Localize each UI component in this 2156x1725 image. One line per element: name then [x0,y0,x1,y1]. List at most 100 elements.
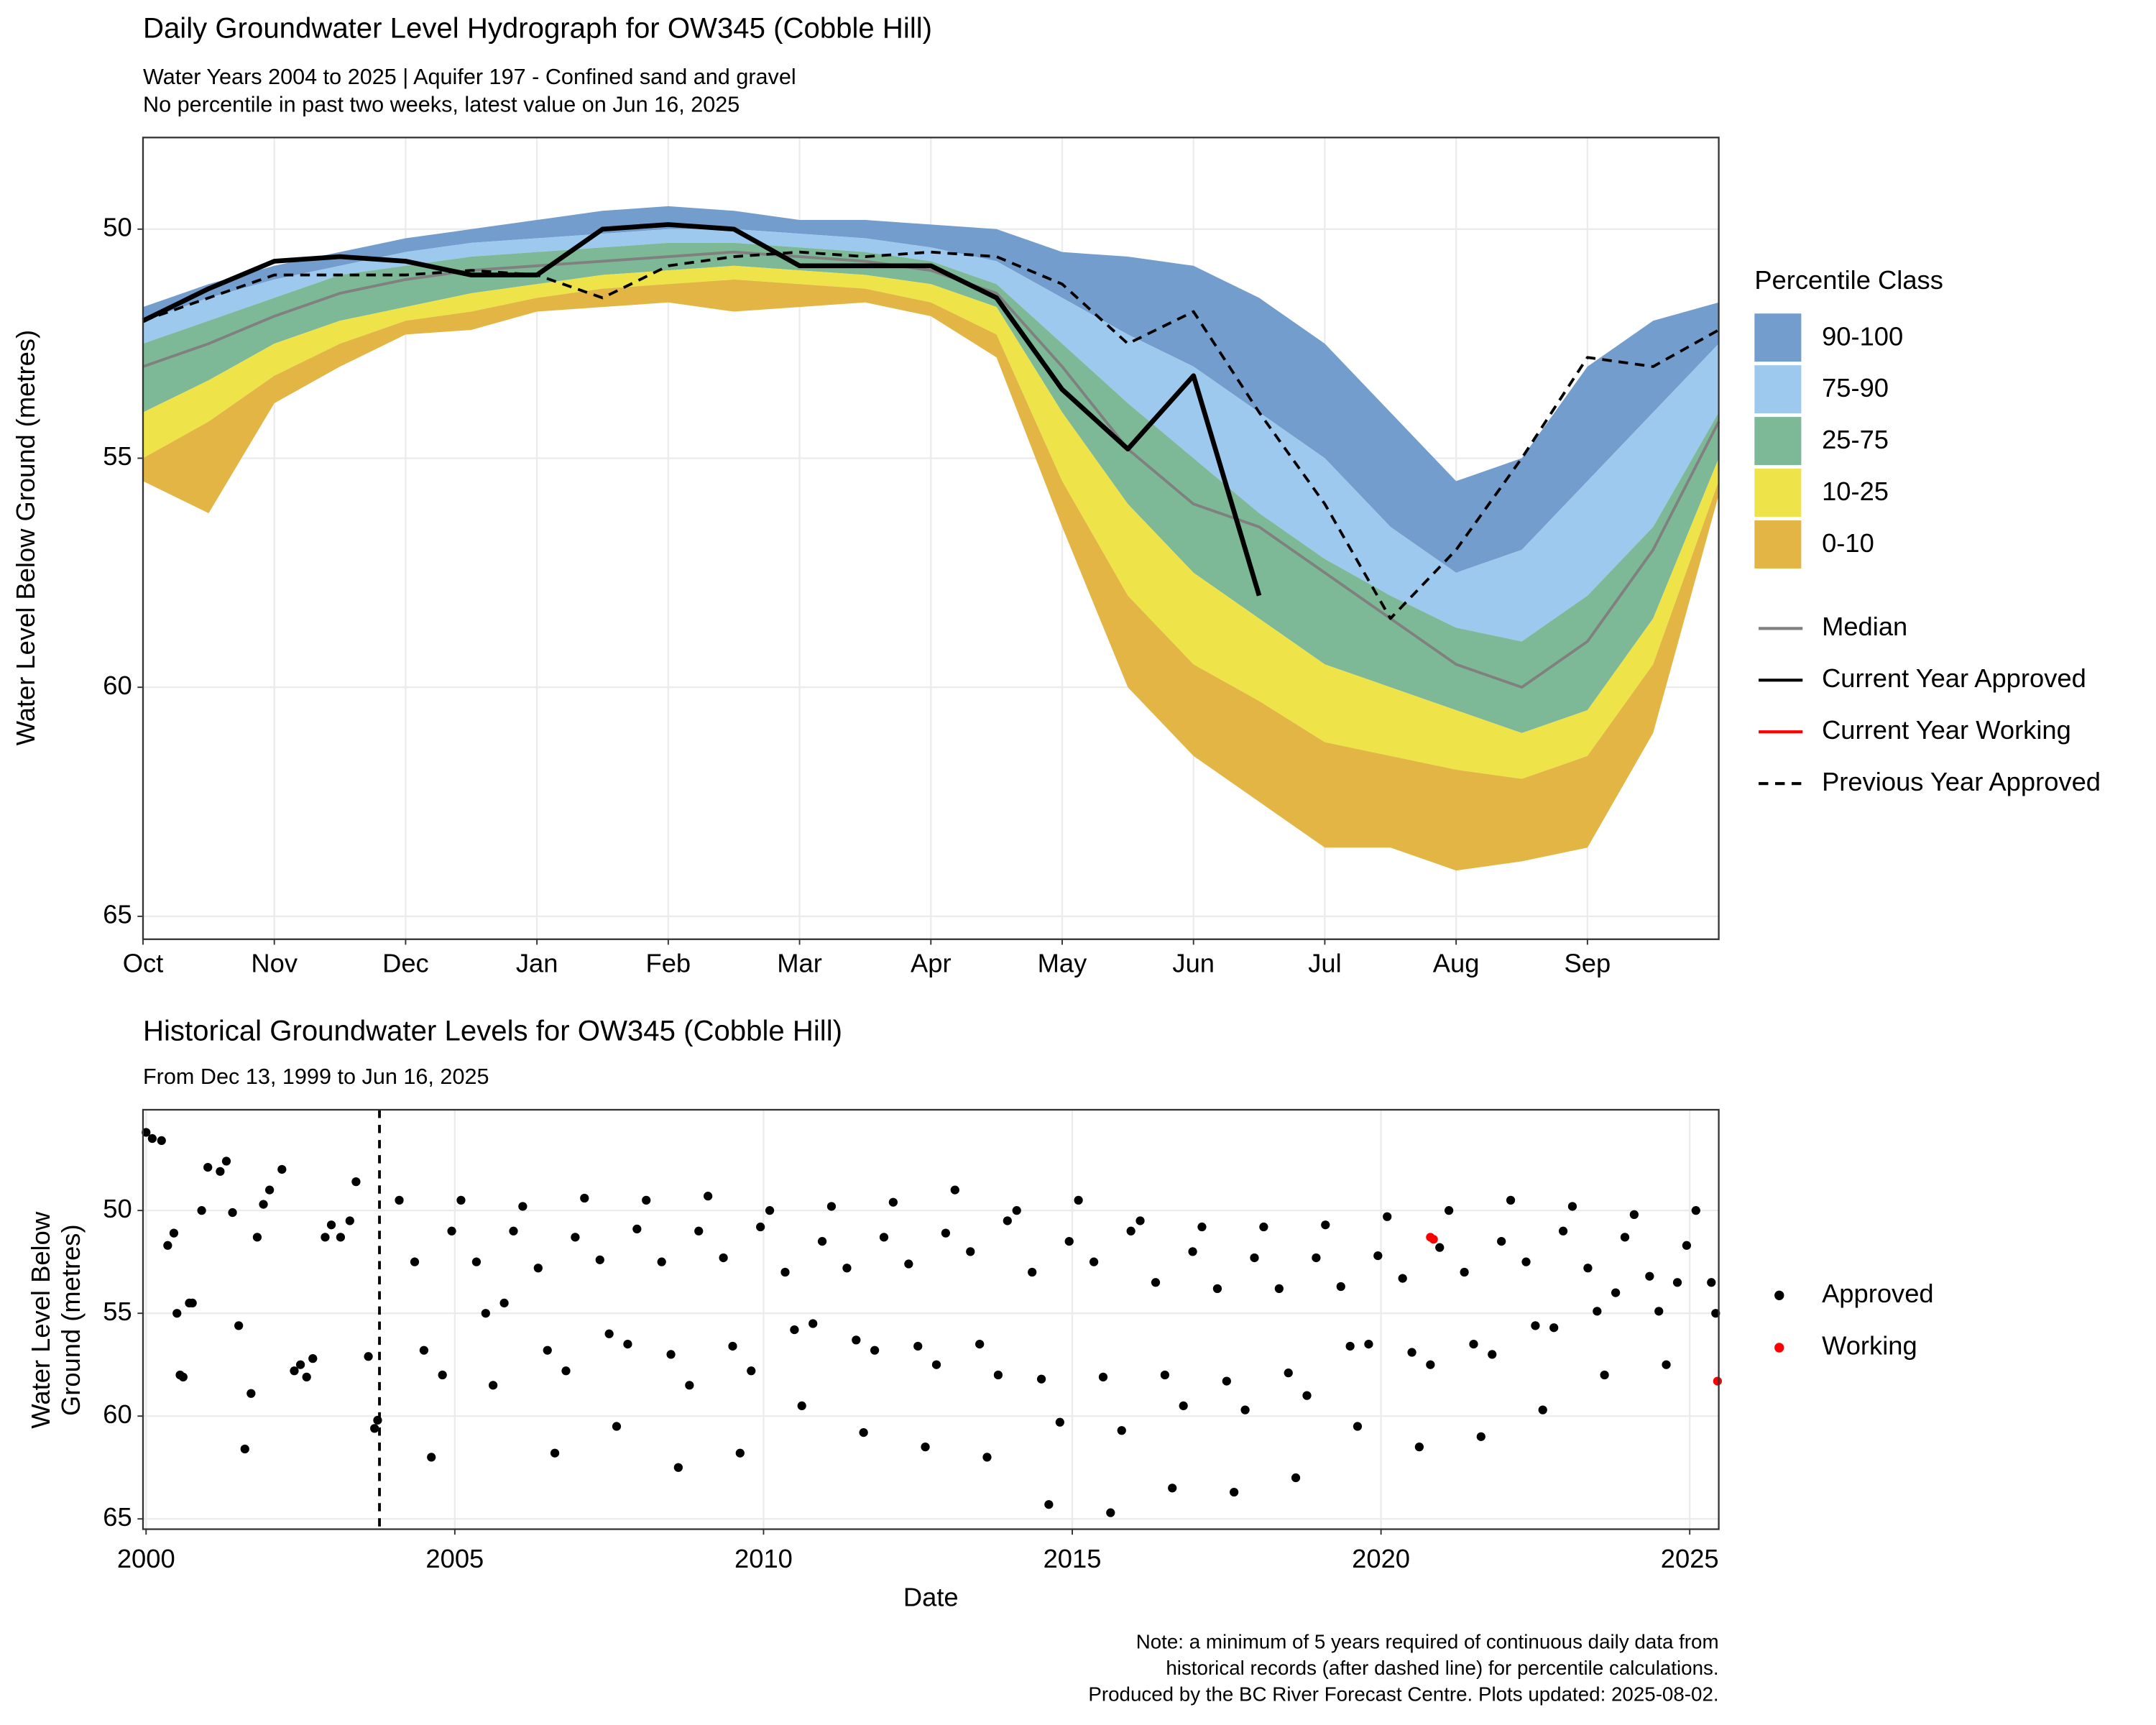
x-tick-label: Jul [1308,949,1341,978]
legend-swatch [1754,313,1802,362]
data-point [842,1264,852,1273]
plot-border [142,1108,1720,1530]
plot-border [142,137,1720,940]
data-point [147,1133,157,1144]
data-point [931,1360,941,1369]
data-point [1055,1417,1064,1427]
legend-swatch [1754,469,1802,518]
data-point [252,1233,262,1242]
data-point [221,1156,231,1166]
data-point [673,1463,683,1472]
data-point [489,1381,498,1390]
legend-label: 10-25 [1822,477,1889,506]
x-tick-label: 2020 [1352,1544,1410,1573]
chart-subtitle: From Dec 13, 1999 to Jun 16, 2025 [143,1064,489,1089]
data-point [1353,1422,1363,1431]
legend-swatch [1754,520,1802,569]
chart-subtitle: No percentile in past two weeks, latest … [143,92,740,116]
data-point [1028,1267,1037,1277]
legend-label: 0-10 [1822,528,1874,558]
data-point [1521,1257,1531,1266]
data-point [1429,1235,1438,1244]
data-point [1188,1247,1197,1256]
data-point [499,1298,509,1308]
legend-label: Current Year Approved [1822,663,2086,693]
data-point [1179,1401,1188,1411]
x-tick-label: Oct [123,949,164,978]
data-point [228,1208,237,1218]
y-tick-label: 65 [103,1502,132,1532]
data-point [302,1372,311,1381]
data-point [169,1228,179,1238]
data-point [612,1422,622,1431]
data-point [178,1372,188,1381]
data-point [447,1226,456,1236]
legend-marker [1774,1343,1784,1353]
data-point [595,1255,604,1264]
data-point [642,1195,651,1205]
data-point [1383,1212,1392,1221]
x-tick-label: Apr [911,949,952,978]
legend-label: 75-90 [1822,373,1889,402]
data-point [336,1233,346,1242]
legend-label: Previous Year Approved [1822,767,2101,796]
y-tick-label: 60 [103,1399,132,1429]
data-point [1445,1206,1454,1215]
legend-label: Working [1822,1331,1917,1361]
data-point [735,1448,745,1458]
x-tick-label: May [1038,949,1087,978]
x-tick-label: Nov [251,949,298,978]
data-point [694,1226,704,1236]
series-line [142,222,1262,597]
data-point [571,1233,580,1242]
data-point [1250,1253,1259,1263]
data-point [345,1216,354,1225]
data-point [481,1309,490,1318]
data-point [1583,1264,1593,1273]
data-point [1321,1220,1330,1230]
data-point [427,1453,436,1462]
data-point [1593,1307,1602,1316]
legend-marker [1774,1290,1784,1300]
data-point [719,1253,728,1263]
data-point [1036,1374,1046,1384]
data-point [172,1309,182,1318]
legend-title: Percentile Class [1754,265,1943,295]
data-point [509,1226,518,1236]
data-point [1274,1284,1284,1293]
data-point [259,1200,268,1209]
data-point [666,1350,676,1359]
data-point [1230,1487,1239,1497]
series-line [142,250,1720,689]
data-point [308,1354,318,1363]
data-point [1126,1226,1135,1236]
percentile-band [142,265,1719,779]
data-point [870,1346,880,1355]
data-point [993,1370,1003,1380]
data-point [1364,1339,1373,1349]
data-point [879,1233,889,1242]
x-tick-label: Jan [516,949,558,978]
data-point [1312,1253,1321,1263]
x-tick-label: Dec [382,949,429,978]
data-point [1549,1323,1559,1333]
data-point [1240,1405,1250,1414]
legend-label: Median [1822,612,1907,641]
data-point [351,1177,361,1187]
x-tick-label: 2010 [734,1544,793,1573]
data-point [277,1164,287,1174]
data-point [1336,1282,1345,1292]
data-point [364,1352,373,1361]
data-point [163,1241,172,1250]
x-tick-label: 2000 [117,1544,175,1573]
data-point [1469,1339,1478,1349]
data-point [826,1202,837,1211]
percentile-band [142,229,1719,642]
data-point [1089,1257,1099,1266]
data-point [982,1453,992,1462]
data-point [1098,1372,1108,1381]
y-tick-label: 50 [103,1194,132,1223]
data-point [580,1193,589,1203]
data-point [728,1341,737,1351]
